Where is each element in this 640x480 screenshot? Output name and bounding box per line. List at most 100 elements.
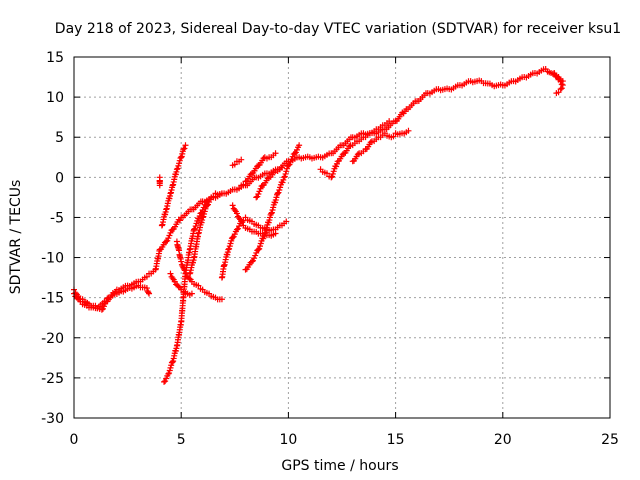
data-point [293, 146, 300, 153]
data-point [251, 255, 258, 262]
data-point [253, 249, 260, 256]
data-point [102, 300, 109, 307]
data-point [233, 210, 240, 217]
data-point [180, 146, 187, 153]
data-point [101, 303, 108, 310]
data-point [166, 232, 173, 239]
data-point [210, 193, 217, 200]
series-cluster-12 [317, 118, 393, 181]
data-point [178, 258, 185, 265]
data-point [255, 190, 262, 197]
data-point [239, 219, 246, 226]
data-point [165, 235, 172, 242]
data-point [103, 298, 110, 305]
data-point [167, 270, 174, 277]
data-point [551, 70, 558, 77]
data-point [166, 370, 173, 377]
series-arc-falling-a [173, 238, 225, 303]
chart-title: Day 218 of 2023, Sidereal Day-to-day VTE… [55, 21, 621, 37]
data-point [557, 78, 564, 85]
ticks-layer: 0 5 10 15 20 25 -30 -25 -20 -15 -10 -5 0 5 10 15 [41, 50, 619, 448]
data-point [386, 118, 393, 125]
data-point [145, 289, 152, 296]
data-point [206, 199, 213, 205]
y-tick-label: 5 [55, 130, 64, 146]
y-tick-label: -10 [41, 251, 64, 267]
series-arc-rising-steep [161, 198, 210, 385]
data-point [329, 173, 336, 180]
data-point [176, 157, 183, 164]
data-point [182, 142, 189, 149]
y-tick-label: 0 [55, 170, 64, 186]
data-point [229, 234, 236, 241]
data-point [175, 283, 182, 290]
series-arc-rising-b [186, 190, 225, 277]
series-arc-mid-e [253, 164, 285, 201]
series-arc-falling-c [229, 202, 279, 239]
data-point [269, 207, 276, 214]
data-point [250, 257, 257, 264]
data-point [229, 202, 236, 209]
series-cluster-14 [349, 127, 412, 165]
series-main-trend [71, 66, 566, 312]
data-point [197, 210, 204, 217]
data-point [278, 164, 285, 171]
data-point [256, 188, 263, 195]
data-point [201, 208, 208, 215]
data-point [285, 162, 292, 169]
data-point [291, 150, 298, 157]
data-point [228, 237, 235, 244]
data-point [253, 194, 260, 201]
data-point [195, 282, 202, 289]
data-point [283, 168, 290, 175]
data-point [200, 213, 207, 220]
data-point [240, 181, 247, 188]
grid-layer [74, 57, 610, 418]
data-point [167, 364, 174, 371]
data-point [238, 156, 245, 163]
data-point [279, 179, 286, 186]
data-point [277, 184, 284, 191]
data-point [268, 210, 275, 217]
data-point [218, 296, 225, 303]
data-point [286, 161, 293, 168]
data-point [255, 246, 262, 253]
data-point [257, 240, 264, 247]
x-tick-label: 5 [177, 432, 186, 448]
data-point [282, 170, 289, 177]
series-cluster-left-start [71, 282, 153, 313]
data-point [283, 165, 290, 172]
data-point [226, 245, 233, 252]
data-point [175, 162, 182, 169]
data-point [276, 186, 283, 193]
data-point [273, 194, 280, 201]
y-tick-label: -25 [41, 371, 64, 387]
data-point [292, 149, 299, 156]
data-point [146, 290, 153, 297]
data-point [256, 243, 263, 250]
data-point [168, 362, 175, 369]
series-cluster-end [551, 70, 566, 97]
data-point [288, 156, 295, 163]
data-point [199, 214, 206, 221]
x-tick-label: 10 [279, 432, 297, 448]
series-arc-mid-upper [229, 156, 245, 169]
data-point [558, 81, 565, 88]
x-tick-label: 20 [494, 432, 512, 448]
data-point [399, 109, 406, 116]
x-tick-label: 0 [70, 432, 79, 448]
y-tick-label: 15 [46, 50, 64, 66]
data-point [559, 82, 566, 89]
data-point [174, 165, 181, 172]
data-point [333, 163, 340, 170]
x-tick-label: 15 [387, 432, 405, 448]
data-point [272, 150, 279, 157]
data-point [265, 219, 272, 226]
data-point [201, 211, 208, 218]
data-point [165, 370, 172, 377]
data-point [256, 245, 263, 252]
series-arc-low-right [218, 214, 290, 281]
data-point [99, 305, 106, 312]
data-point [260, 235, 267, 242]
data-point [226, 243, 233, 250]
